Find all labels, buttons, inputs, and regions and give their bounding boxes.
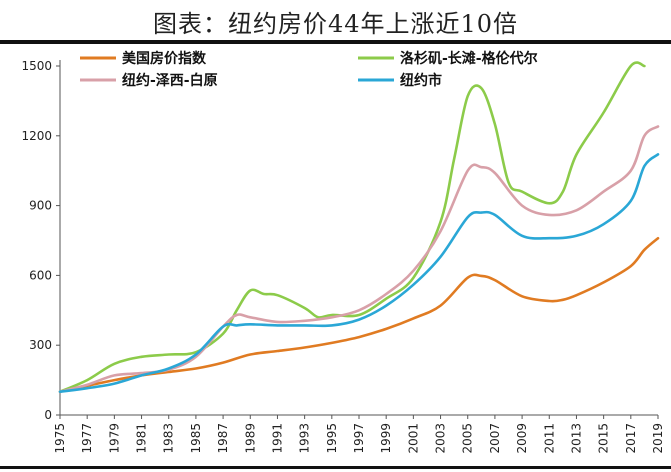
y-tick-label: 1200 <box>21 129 52 143</box>
series-line-2 <box>58 125 660 393</box>
x-tick-label: 1981 <box>135 423 149 454</box>
x-tick-label: 2001 <box>406 423 420 454</box>
x-tick-label: 1985 <box>189 423 203 454</box>
x-tick-label: 1975 <box>53 423 67 454</box>
y-tick-label: 300 <box>29 338 52 352</box>
y-tick-label: 1500 <box>21 59 52 73</box>
legend-label-3: 纽约市 <box>400 72 442 89</box>
x-tick-label: 1995 <box>325 423 339 454</box>
x-tick-label: 2005 <box>461 423 475 454</box>
series-line-3 <box>58 153 660 393</box>
x-tick-label: 1999 <box>379 423 393 454</box>
x-tick-label: 1993 <box>298 423 312 454</box>
x-tick-label: 2009 <box>515 423 529 454</box>
x-tick-label: 2017 <box>624 423 638 454</box>
x-tick-label: 1979 <box>107 423 121 454</box>
y-tick-label: 600 <box>29 268 52 282</box>
x-tick-label: 1987 <box>216 423 230 454</box>
x-tick-label: 1977 <box>80 423 94 454</box>
x-tick-label: 2015 <box>597 423 611 454</box>
chart-title: 图表：纽约房价44年上涨近10倍 <box>152 10 519 38</box>
x-tick-label: 1989 <box>243 423 257 454</box>
y-tick-label: 900 <box>29 199 52 213</box>
top-rule <box>0 40 671 44</box>
x-tick-label: 2011 <box>542 423 556 454</box>
x-tick-label: 2013 <box>569 423 583 454</box>
x-tick-label: 1983 <box>162 423 176 454</box>
series-line-1 <box>58 61 646 393</box>
bottom-rule <box>0 466 671 469</box>
x-tick-label: 2003 <box>434 423 448 454</box>
chart-axes: 0 300 600 900 1200 1500 1975 1977 1979 1981 1983 19… <box>21 59 665 454</box>
x-tick-label: 1997 <box>352 423 366 454</box>
legend-label-0: 美国房价指数 <box>122 50 207 67</box>
x-tick-label: 1991 <box>270 423 284 454</box>
legend-label-1: 洛杉矶-长滩-格伦代尔 <box>400 50 538 67</box>
series-line-0 <box>58 236 660 393</box>
chart-series <box>58 61 660 393</box>
x-tick-label: 2019 <box>651 423 665 454</box>
x-tick-label: 2007 <box>488 423 502 454</box>
y-tick-label: 0 <box>44 408 52 422</box>
legend-label-2: 纽约-泽西-白原 <box>122 72 218 89</box>
